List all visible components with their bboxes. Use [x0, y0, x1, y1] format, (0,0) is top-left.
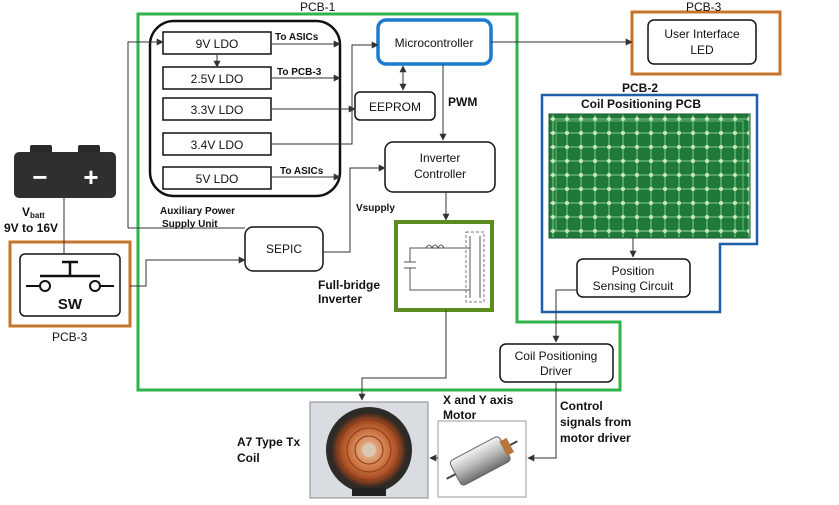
- tx-coil-label-1: A7 Type Tx: [237, 435, 300, 449]
- position-sensing-block: [576, 258, 691, 298]
- sepic-label: SEPIC: [266, 242, 302, 256]
- user-interface-led-label-2: LED: [690, 43, 714, 57]
- switch-label: SW: [58, 296, 83, 313]
- pcb3-right-label: PCB-3: [686, 0, 722, 14]
- user-interface-led-block: [647, 19, 757, 65]
- vbatt-label: Vbatt: [22, 205, 45, 220]
- ldo-3v3-label: 3.3V LDO: [191, 103, 244, 117]
- ldo-5v-label: 5V LDO: [196, 172, 239, 186]
- to-pcb3-label: To PCB-3: [277, 67, 322, 78]
- pcb3-left-label: PCB-3: [52, 330, 88, 344]
- tx-coil-image: [309, 401, 429, 499]
- battery-minus: −: [32, 162, 47, 192]
- coil-driver-label-2: Driver: [540, 364, 572, 378]
- sepic-block: [244, 226, 324, 272]
- pcb1-region: [136, 12, 622, 392]
- pcb2-label: PCB-2: [622, 81, 658, 95]
- switch-symbol: [19, 253, 121, 317]
- ldo-9v-label: 9V LDO: [196, 37, 239, 51]
- coil-driver-label-1: Coil Positioning: [515, 349, 598, 363]
- eeprom-label: EEPROM: [369, 100, 421, 114]
- motor-image: [437, 420, 527, 498]
- to-asics-top-label: To ASICs: [275, 32, 319, 43]
- full-bridge-inverter-block: [394, 220, 494, 312]
- aux-supply-label-2: Supply Unit: [162, 219, 218, 230]
- motor-label-1: X and Y axis: [443, 393, 514, 407]
- microcontroller-label: Microcontroller: [395, 36, 474, 50]
- ldo-2v5-label: 2.5V LDO: [191, 72, 244, 86]
- user-interface-led-label-1: User Interface: [664, 27, 740, 41]
- pcb3-left-region: [8, 240, 132, 328]
- coil-positioning-pcb-title: Coil Positioning PCB: [581, 97, 701, 111]
- to-asics-bottom-label: To ASICs: [280, 166, 324, 177]
- tx-coil-label-2: Coil: [237, 451, 260, 465]
- motor-label-2: Motor: [443, 408, 477, 422]
- coil-positioning-pcb-photo: [548, 113, 751, 239]
- full-bridge-label-1: Full-bridge: [318, 278, 380, 292]
- battery-plus: +: [83, 162, 98, 192]
- pcb2-region: [540, 93, 759, 314]
- position-sensing-label-2: Sensing Circuit: [593, 279, 674, 293]
- pcb1-label: PCB-1: [300, 0, 336, 14]
- battery-icon: − +: [14, 145, 116, 198]
- aux-supply-label-1: Auxiliary Power: [160, 206, 235, 217]
- vbatt-range: 9V to 16V: [4, 221, 58, 235]
- position-sensing-label-1: Position: [612, 264, 655, 278]
- inverter-controller-label-1: Inverter: [420, 151, 461, 165]
- full-bridge-label-2: Inverter: [318, 292, 362, 306]
- pwm-label: PWM: [448, 95, 477, 109]
- ldo-5v-block: [162, 166, 272, 190]
- inverter-controller-label-2: Controller: [414, 167, 466, 181]
- control-signals-label-3: motor driver: [560, 431, 631, 445]
- ldo-3v4-label: 3.4V LDO: [191, 138, 244, 152]
- connection-lines: [63, 38, 637, 462]
- vsupply-label: Vsupply: [356, 203, 395, 214]
- control-signals-label-2: signals from: [560, 415, 631, 429]
- control-signals-label-1: Control: [560, 399, 603, 413]
